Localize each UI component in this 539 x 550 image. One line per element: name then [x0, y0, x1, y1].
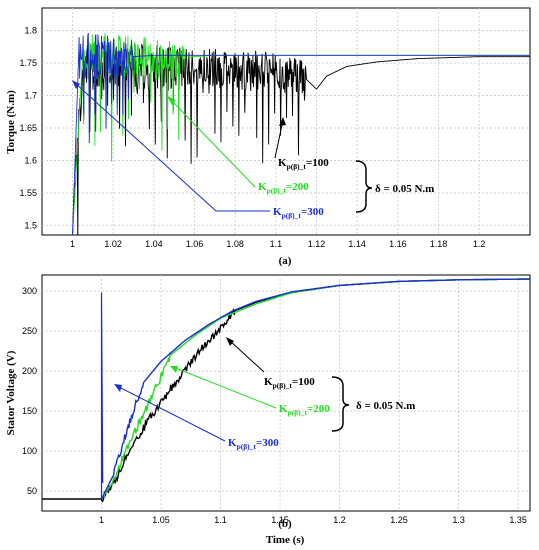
arrowhead-k300-a: [72, 80, 80, 89]
x-tick-label: 1.35: [509, 515, 527, 525]
arrowhead-k200-b: [170, 366, 178, 373]
x-tick-label: 1.16: [389, 239, 407, 249]
arrow-k200-b: [172, 366, 277, 409]
delta-label-b: δ = 0.05 N.m: [356, 400, 415, 412]
arrowhead-k300-b: [114, 384, 122, 392]
x-tick-label: 1.05: [152, 515, 170, 525]
label-k300-a: Kp(β)_t=300: [273, 206, 324, 220]
plot-area-a: [41, 7, 531, 236]
x-tick-label: 1.02: [104, 239, 122, 249]
series-b: [42, 278, 530, 503]
y-ticks-a: 1.5 1.55 1.6 1.65 1.7 1.75 1.8: [19, 26, 37, 231]
x-tick-label: 1.2: [473, 239, 486, 249]
panel-b-voltage: 1 1.05 1.1 1.15 1.2 1.25 1.3 1.35 50 100 150 200 25…: [5, 274, 531, 546]
y-tick-label: 1.75: [19, 58, 37, 68]
y-tick-label: 300: [22, 286, 37, 296]
arrowhead-k100-b: [226, 337, 234, 346]
x-tick-label: 1.04: [145, 239, 163, 249]
y-tick-label: 1.65: [19, 123, 37, 133]
x-ticks-b: 1 1.05 1.1 1.15 1.2 1.25 1.3 1.35: [99, 515, 527, 525]
label-k200-b: Kp(β)_t=200: [279, 403, 330, 417]
x-tick-label: 1.1: [270, 239, 283, 249]
y-ticks-b: 50 100 150 200 250 300: [22, 286, 37, 496]
x-tick-label: 1: [99, 515, 104, 525]
arrow-k300-a-2: [74, 82, 217, 212]
y-axis-label-a: Torque (N.m): [5, 90, 17, 154]
x-tick-label: 1.25: [390, 515, 408, 525]
x-tick-label: 1.14: [348, 239, 366, 249]
series-line-kp300: [72, 32, 530, 235]
panel-a-torque: 1 1.02 1.04 1.06 1.08 1.1 1.12 1.14 1.16 1.18 1.2 …: [5, 7, 531, 267]
x-tick-label: 1.15: [271, 515, 289, 525]
series-line-kp300: [100, 278, 530, 500]
series-a: [42, 32, 530, 235]
arrow-k200-a: [169, 98, 256, 188]
x-axis-label-b: Time (s): [266, 534, 305, 546]
y-tick-label: 250: [22, 326, 37, 336]
y-tick-label: 100: [22, 446, 37, 456]
delta-label-a: δ = 0.05 N.m: [375, 183, 434, 195]
arrow-k100-a: [274, 119, 284, 159]
x-tick-label: 1.06: [186, 239, 204, 249]
panel-label-b: (b): [278, 518, 292, 530]
label-k300-b: Kp(β)_t=300: [228, 437, 279, 451]
y-tick-label: 1.5: [24, 220, 37, 230]
arrow-k300-b: [116, 385, 226, 442]
x-tick-label: 1: [70, 239, 75, 249]
y-axis-label-b: Stator Voltage (V): [5, 350, 17, 435]
plot-area-b: [41, 274, 531, 512]
y-tick-label: 50: [27, 486, 37, 496]
arrow-k100-b: [228, 339, 265, 373]
y-tick-label: 1.55: [19, 188, 37, 198]
x-tick-label: 1.2: [333, 515, 346, 525]
arrowhead-k200-a: [167, 96, 176, 105]
x-tick-label: 1.18: [430, 239, 448, 249]
label-k100-a: Kp(β)_t=100: [278, 157, 329, 171]
startup-spike: [100, 292, 104, 499]
x-tick-label: 1.12: [308, 239, 326, 249]
panel-label-a: (a): [279, 255, 292, 267]
brace-a: [355, 160, 373, 213]
label-k100-b: Kp(β)_t=100: [264, 376, 315, 390]
y-tick-label: 150: [22, 406, 37, 416]
x-tick-label: 1.3: [452, 515, 465, 525]
x-tick-label: 1.08: [226, 239, 244, 249]
brace-b: [331, 376, 350, 432]
arrowhead-k100-a: [279, 117, 286, 126]
y-tick-label: 1.6: [24, 155, 37, 165]
x-ticks-a: 1 1.02 1.04 1.06 1.08 1.1 1.12 1.14 1.16 1.18 1.2: [70, 239, 485, 249]
y-tick-label: 1.8: [24, 26, 37, 36]
label-k200-a: Kp(β)_t=200: [258, 181, 309, 195]
x-tick-label: 1.1: [214, 515, 227, 525]
y-tick-label: 200: [22, 366, 37, 376]
y-tick-label: 1.7: [24, 91, 37, 101]
